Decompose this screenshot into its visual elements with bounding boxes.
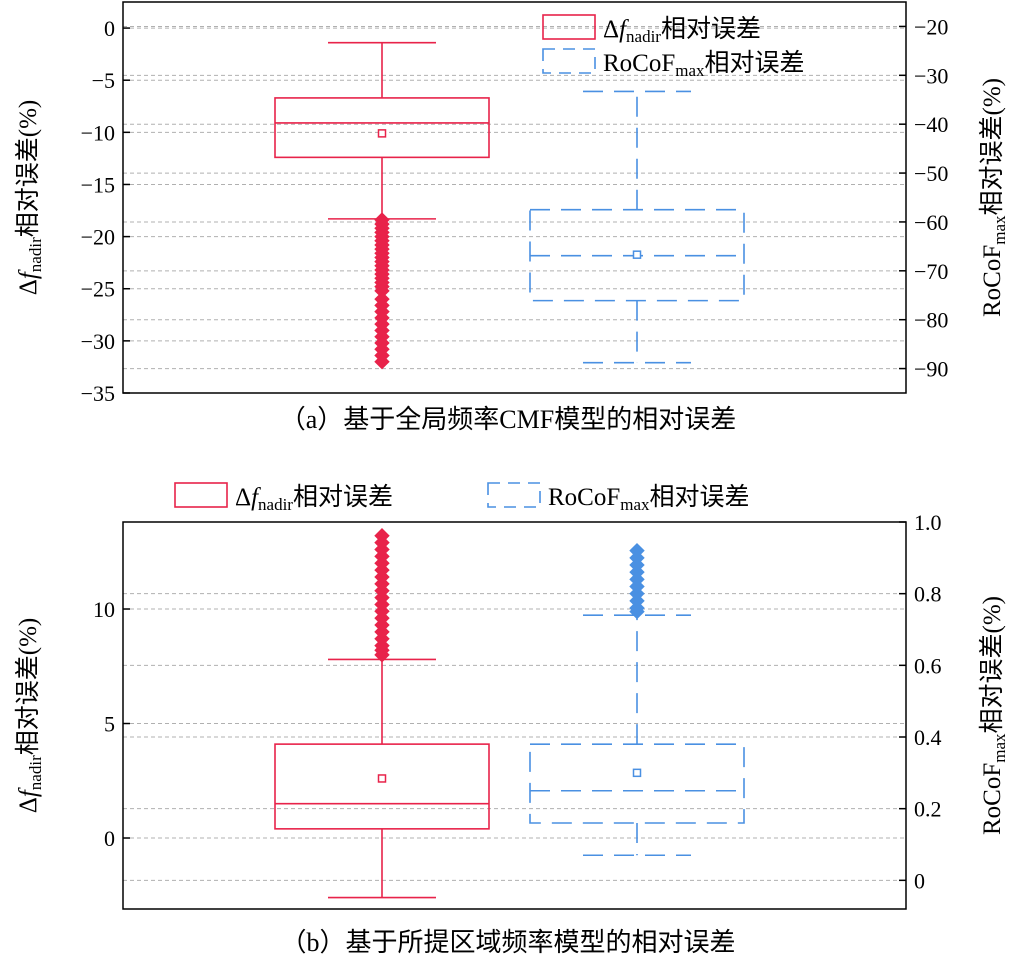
- right-axis-tick-label: −80: [914, 308, 948, 333]
- panel-a: 0 −5 −10 −15 −20 −25 −30 −35 −20 −30 −40 −50 −60 −70 −…: [14, 1, 1009, 434]
- right-axis-tick-label: −30: [914, 63, 948, 88]
- box-rocof: [529, 542, 745, 857]
- plot-frame: [122, 1, 907, 394]
- left-axis-tick-label: −15: [81, 172, 115, 197]
- left-axis-tick-label: 5: [104, 712, 115, 737]
- left-axis-tick-label: −5: [92, 68, 115, 93]
- left-axis-tick-label: −10: [81, 120, 115, 145]
- box-rocof: [529, 90, 745, 364]
- right-axis-tick-label: −70: [914, 259, 948, 284]
- legend-swatch: [542, 14, 596, 40]
- legend: Δfnadir相对误差 RoCoFmax相对误差: [174, 482, 750, 514]
- left-axis-tick-label: −35: [81, 381, 115, 406]
- left-axis-tick-label: 0: [104, 16, 115, 41]
- panel-caption: （a）基于全局频率CMF模型的相对误差: [280, 405, 736, 434]
- box-fnadir: [274, 528, 490, 899]
- right-axis-tick-label: 1.0: [914, 510, 942, 535]
- right-axis-tick-label: 0.2: [914, 797, 942, 822]
- mean-marker: [377, 129, 387, 138]
- outlier-point: [629, 542, 645, 559]
- outlier-point: [374, 354, 390, 370]
- right-axis-tick-label: −60: [914, 210, 948, 235]
- left-axis-tick-label: −30: [81, 329, 115, 354]
- plot-frame: [122, 521, 907, 910]
- mean-marker: [632, 768, 642, 778]
- legend-swatch: [174, 482, 228, 508]
- right-axis-tick-label: −50: [914, 161, 948, 186]
- right-axis-tick-label: −90: [914, 357, 948, 382]
- left-axis-tick-label: 10: [93, 597, 115, 622]
- box-fnadir: [274, 41, 490, 370]
- legend-swatch: [487, 482, 541, 508]
- legend-swatch: [542, 48, 596, 74]
- box-iqr: [529, 743, 745, 824]
- mean-marker: [377, 774, 387, 783]
- panel-b: 0 5 10 0 0.2 0.4 0.6 0.8 1.0 Δfnadir相对误差(%) RoCoFm…: [14, 482, 1009, 957]
- right-axis-tick-label: 0.8: [914, 582, 942, 607]
- right-axis-tick-label: 0.6: [914, 653, 942, 678]
- right-axis-label: RoCoFmax相对误差(%): [978, 78, 1009, 317]
- left-axis-label: Δfnadir相对误差(%): [14, 618, 45, 813]
- panel-caption: （b）基于所提区域频率模型的相对误差: [280, 928, 735, 957]
- box-iqr: [274, 97, 490, 159]
- right-axis-tick-label: −20: [914, 14, 948, 39]
- right-axis-tick-label: 0: [914, 868, 925, 893]
- legend-label: Δfnadir相对误差: [235, 483, 393, 514]
- right-axis-tick-label: −40: [914, 112, 948, 137]
- left-axis-label: Δfnadir相对误差(%): [14, 100, 45, 295]
- legend-label: Δfnadir相对误差: [603, 15, 761, 46]
- left-axis-tick-label: 0: [104, 826, 115, 851]
- outlier-point: [374, 528, 390, 544]
- right-axis-tick-label: 0.4: [914, 725, 942, 750]
- legend-label: RoCoFmax相对误差: [548, 483, 750, 514]
- left-axis-tick-label: −25: [81, 277, 115, 302]
- left-axis-tick-label: −20: [81, 225, 115, 250]
- legend-label: RoCoFmax相对误差: [603, 49, 805, 80]
- box-iqr: [274, 743, 490, 830]
- right-axis-label: RoCoFmax相对误差(%): [978, 596, 1009, 835]
- mean-marker: [632, 250, 642, 259]
